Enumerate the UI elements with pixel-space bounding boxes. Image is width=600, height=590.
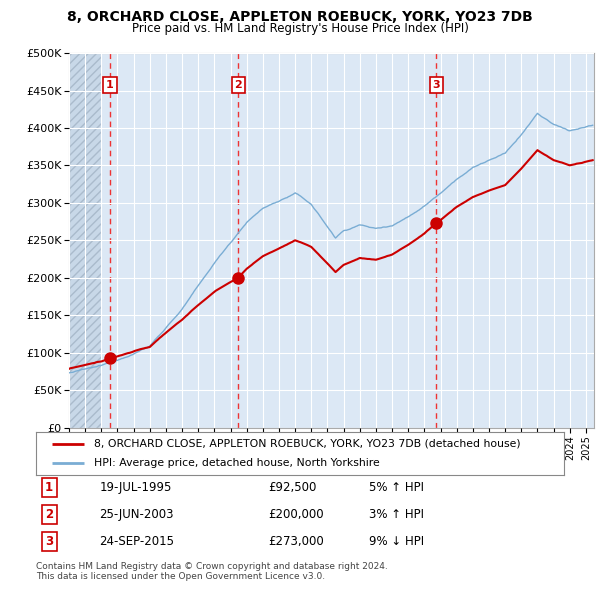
Text: 3: 3 <box>433 80 440 90</box>
Text: 2: 2 <box>45 508 53 521</box>
Text: Contains HM Land Registry data © Crown copyright and database right 2024.: Contains HM Land Registry data © Crown c… <box>36 562 388 571</box>
Text: 24-SEP-2015: 24-SEP-2015 <box>100 535 175 548</box>
Text: 25-JUN-2003: 25-JUN-2003 <box>100 508 174 521</box>
Text: This data is licensed under the Open Government Licence v3.0.: This data is licensed under the Open Gov… <box>36 572 325 581</box>
Text: 8, ORCHARD CLOSE, APPLETON ROEBUCK, YORK, YO23 7DB (detached house): 8, ORCHARD CLOSE, APPLETON ROEBUCK, YORK… <box>94 439 521 449</box>
Text: HPI: Average price, detached house, North Yorkshire: HPI: Average price, detached house, Nort… <box>94 458 380 468</box>
Text: £273,000: £273,000 <box>268 535 324 548</box>
Text: £92,500: £92,500 <box>268 481 317 494</box>
Text: 1: 1 <box>106 80 114 90</box>
Text: Price paid vs. HM Land Registry's House Price Index (HPI): Price paid vs. HM Land Registry's House … <box>131 22 469 35</box>
Text: £200,000: £200,000 <box>268 508 324 521</box>
Text: 9% ↓ HPI: 9% ↓ HPI <box>368 535 424 548</box>
Text: 19-JUL-1995: 19-JUL-1995 <box>100 481 172 494</box>
Text: 8, ORCHARD CLOSE, APPLETON ROEBUCK, YORK, YO23 7DB: 8, ORCHARD CLOSE, APPLETON ROEBUCK, YORK… <box>67 10 533 24</box>
Text: 5% ↑ HPI: 5% ↑ HPI <box>368 481 424 494</box>
Text: 2: 2 <box>235 80 242 90</box>
Text: 1: 1 <box>45 481 53 494</box>
Text: 3: 3 <box>45 535 53 548</box>
Bar <box>69 53 101 428</box>
Text: 3% ↑ HPI: 3% ↑ HPI <box>368 508 424 521</box>
